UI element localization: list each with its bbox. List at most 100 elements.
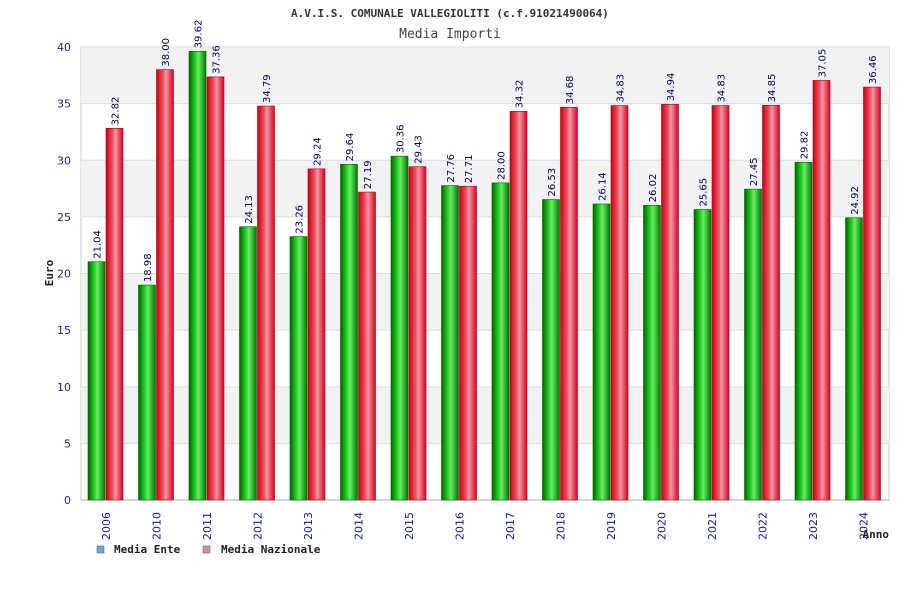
data-label: 29.82: [800, 131, 811, 160]
data-label: 24.92: [850, 186, 861, 215]
bar-media-nazionale: [560, 106, 578, 501]
bar-media-nazionale: [661, 104, 679, 501]
data-label: 26.02: [648, 174, 659, 203]
data-label: 34.32: [515, 80, 526, 109]
data-label: 34.68: [565, 76, 576, 105]
x-tick-label: 2017: [504, 512, 517, 540]
y-tick-label: 25: [57, 211, 71, 224]
bar-media-nazionale: [408, 166, 427, 501]
bar-media-nazionale: [812, 80, 831, 501]
data-label: 26.14: [598, 172, 609, 201]
data-label: 37.36: [212, 45, 223, 74]
x-tick-label: 2022: [757, 512, 770, 540]
x-tick-label: 2014: [353, 512, 366, 540]
data-label: 29.43: [414, 135, 425, 164]
bar-media-ente: [592, 203, 611, 501]
bar-media-nazionale: [459, 185, 477, 501]
data-label: 24.13: [244, 195, 255, 224]
data-label: 30.36: [396, 125, 407, 154]
data-label: 18.98: [143, 253, 154, 282]
data-label: 28.00: [497, 151, 508, 180]
bar-media-nazionale: [206, 76, 225, 501]
bar-media-nazionale: [610, 105, 629, 501]
x-tick-label: 2018: [555, 512, 568, 540]
bar-media-ente: [188, 51, 207, 501]
data-label: 23.26: [295, 205, 306, 234]
y-tick-label: 15: [57, 324, 71, 337]
bar-media-ente: [845, 217, 863, 501]
bar-media-ente: [794, 161, 813, 501]
y-tick-label: 40: [57, 41, 71, 54]
y-tick-label: 0: [64, 494, 71, 507]
y-tick-label: 30: [57, 154, 71, 167]
data-label: 34.83: [616, 74, 627, 103]
x-axis-ticks: 2006 2010 2011 2012 2013 2014 2015 2016 2017 2018…: [100, 512, 871, 540]
x-tick-label: 2023: [807, 512, 820, 540]
x-tick-label: 2020: [656, 512, 669, 540]
y-tick-label: 10: [57, 381, 71, 394]
bar-media-ente: [542, 199, 560, 501]
bar-media-ente: [87, 261, 106, 501]
bar-media-ente: [390, 155, 409, 501]
data-label: 34.94: [666, 73, 677, 102]
data-label: 21.04: [93, 230, 104, 259]
data-label: 34.79: [262, 74, 273, 103]
y-axis-label: Euro: [43, 259, 56, 286]
bar-media-nazionale: [358, 191, 376, 501]
data-label: 27.76: [446, 154, 457, 183]
x-tick-label: 2019: [605, 512, 618, 540]
x-tick-label: 2012: [252, 512, 265, 540]
x-tick-label: 2010: [151, 512, 164, 540]
y-tick-label: 5: [64, 437, 71, 450]
data-label: 27.45: [749, 157, 760, 186]
chart-title: A.V.I.S. COMUNALE VALLEGIOLITI (c.f.9102…: [291, 7, 609, 20]
legend-swatch-media-nazionale: [202, 545, 211, 554]
bar-media-ente: [239, 226, 257, 501]
data-label: 38.00: [161, 38, 172, 67]
x-tick-label: 2015: [403, 512, 416, 540]
data-label: 37.05: [818, 49, 829, 78]
x-tick-label: 2013: [302, 512, 315, 540]
bar-media-nazionale: [156, 69, 174, 501]
bar-media-nazionale: [509, 111, 528, 501]
x-tick-label: 2006: [100, 512, 113, 540]
legend-swatch-media-ente: [96, 545, 105, 554]
data-label: 36.46: [868, 55, 879, 84]
data-label: 25.65: [699, 178, 710, 207]
data-label: 34.85: [767, 74, 778, 103]
bar-media-nazionale: [863, 86, 881, 501]
data-label: 29.64: [345, 133, 356, 162]
y-tick-label: 20: [57, 268, 71, 281]
chart-subtitle: Media Importi: [399, 27, 501, 42]
bar-media-ente: [491, 182, 510, 501]
x-tick-label: 2011: [201, 512, 214, 540]
data-label: 39.62: [194, 20, 205, 49]
x-tick-label: 2021: [706, 512, 719, 540]
bar-media-nazionale: [307, 168, 326, 501]
bar-media-ente: [138, 284, 156, 501]
data-label: 29.24: [313, 137, 324, 166]
bar-media-ente: [643, 205, 661, 501]
x-tick-label: 2016: [454, 512, 467, 540]
bar-media-ente: [340, 164, 358, 501]
legend: Media Ente Media Nazionale: [96, 543, 321, 556]
bar-media-ente: [289, 236, 308, 501]
bar-media-nazionale: [105, 128, 124, 501]
bar-media-ente: [441, 185, 459, 501]
data-label: 34.83: [717, 74, 728, 103]
x-axis-label: Anno: [863, 528, 890, 541]
legend-label-media-ente: Media Ente: [114, 543, 181, 556]
x-tick-label: 2024: [858, 512, 871, 540]
data-label: 27.19: [363, 160, 374, 189]
bar-media-ente: [744, 188, 762, 501]
bars: [87, 51, 881, 501]
y-axis-ticks: 0 5 10 15 20 25 30 35 40: [57, 41, 71, 507]
bar-media-ente: [693, 209, 712, 501]
bar-media-nazionale: [257, 105, 275, 501]
bar-media-nazionale: [762, 105, 780, 501]
legend-label-media-nazionale: Media Nazionale: [221, 543, 321, 556]
bar-media-nazionale: [711, 105, 730, 501]
data-label: 26.53: [547, 168, 558, 197]
y-tick-label: 35: [57, 98, 71, 111]
